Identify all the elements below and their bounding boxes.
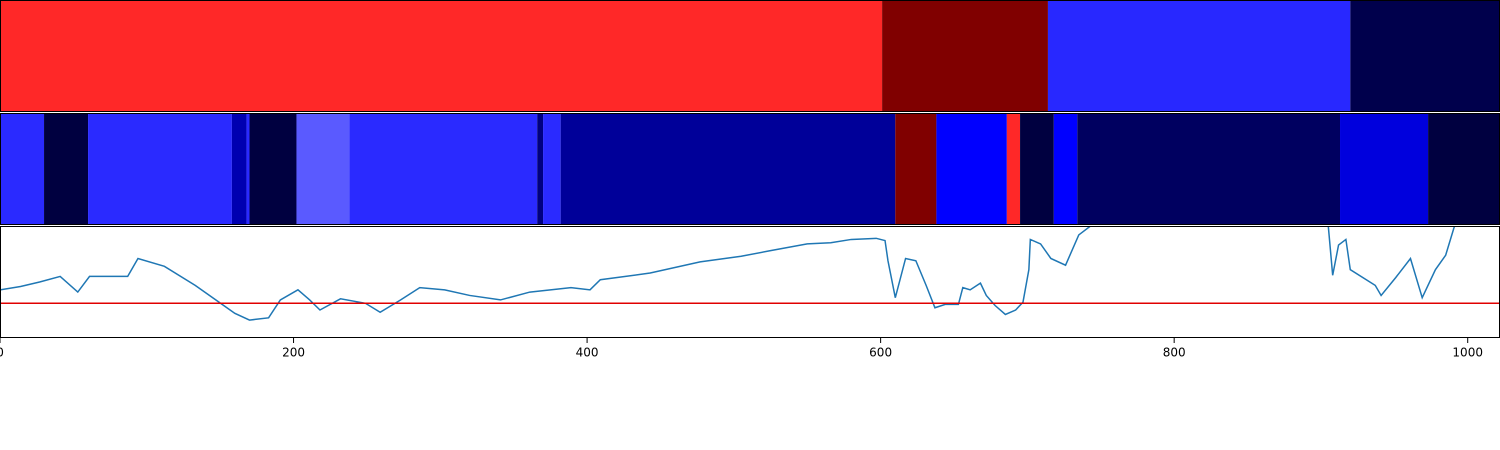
segment bbox=[936, 113, 1007, 225]
segment bbox=[1020, 113, 1054, 225]
segment bbox=[1053, 113, 1078, 225]
segment bbox=[1428, 113, 1500, 225]
segment bbox=[1006, 113, 1021, 225]
segment bbox=[560, 113, 896, 225]
x-tick-label: 400 bbox=[576, 346, 599, 360]
x-tick-label: 800 bbox=[1163, 346, 1186, 360]
segment bbox=[1047, 0, 1351, 112]
segment bbox=[882, 0, 1048, 112]
segment bbox=[537, 113, 544, 225]
x-tick-label: 1000 bbox=[1452, 346, 1483, 360]
data-line bbox=[0, 226, 1456, 321]
segment bbox=[1340, 113, 1429, 225]
segment bbox=[296, 113, 350, 225]
plot-area bbox=[0, 226, 1500, 321]
segment bbox=[1350, 0, 1500, 112]
segment bbox=[0, 113, 45, 225]
segment bbox=[895, 113, 937, 225]
segment bbox=[231, 113, 247, 225]
x-tick-label: 0 bbox=[0, 346, 4, 360]
segment bbox=[88, 113, 232, 225]
segment bbox=[44, 113, 89, 225]
x-tick-label: 600 bbox=[869, 346, 892, 360]
segment bbox=[0, 0, 883, 112]
x-tick-label: 200 bbox=[282, 346, 305, 360]
segment bbox=[246, 113, 250, 225]
panel-frame bbox=[0, 226, 1500, 338]
segment bbox=[543, 113, 561, 225]
segment bbox=[1077, 113, 1341, 225]
segment bbox=[349, 113, 538, 225]
segment bbox=[249, 113, 297, 225]
